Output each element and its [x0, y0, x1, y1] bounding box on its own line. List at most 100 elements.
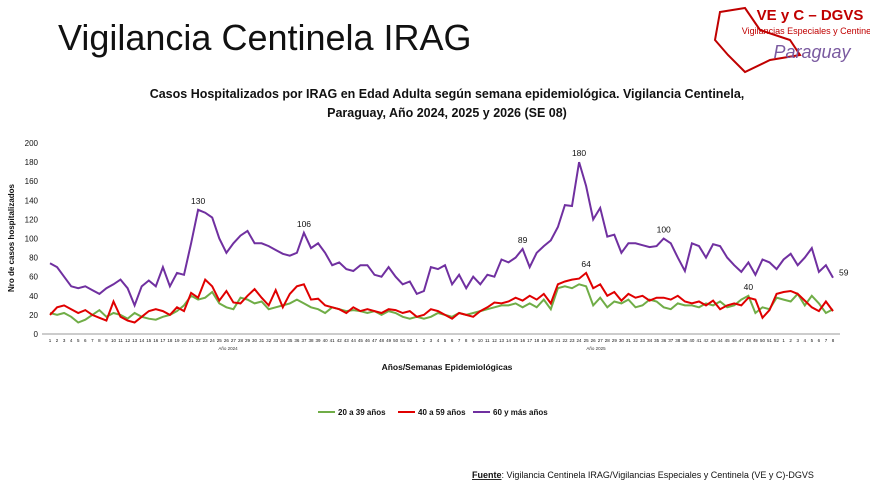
data-label: 130 — [191, 196, 205, 206]
x-tick-label: 2 — [56, 338, 59, 343]
x-tick-label: 38 — [675, 338, 681, 343]
x-tick-label: 12 — [492, 338, 498, 343]
data-label: 180 — [572, 148, 586, 158]
x-tick-label: 29 — [612, 338, 618, 343]
x-tick-label: 3 — [430, 338, 433, 343]
source-label: Fuente — [472, 470, 502, 480]
logo-subtitle: Vigilancias Especiales y Centinela — [742, 26, 870, 36]
x-tick-label: 47 — [739, 338, 745, 343]
x-tick-label: 9 — [472, 338, 475, 343]
y-tick-label: 20 — [29, 311, 38, 320]
x-tick-label: 5 — [77, 338, 80, 343]
x-tick-label: 47 — [372, 338, 378, 343]
x-tick-label: 35 — [654, 338, 660, 343]
data-label: 106 — [297, 219, 311, 229]
x-tick-label: 41 — [696, 338, 702, 343]
x-tick-label: 45 — [725, 338, 731, 343]
x-tick-label: 25 — [584, 338, 590, 343]
x-tick-label: 49 — [753, 338, 759, 343]
legend-label: 40 a 59 años — [418, 408, 466, 417]
x-tick-label: 21 — [189, 338, 195, 343]
x-tick-label: 44 — [351, 338, 357, 343]
year-label: Año 2025 — [586, 346, 606, 351]
x-tick-label: 41 — [330, 338, 336, 343]
x-tick-label: 17 — [527, 338, 533, 343]
x-tick-label: 27 — [598, 338, 604, 343]
legend-label: 20 a 39 años — [338, 408, 386, 417]
x-tick-label: 14 — [139, 338, 145, 343]
x-tick-label: 11 — [485, 338, 490, 343]
x-tick-label: 20 — [548, 338, 554, 343]
x-tick-label: 51 — [767, 338, 773, 343]
x-tick-label: 14 — [506, 338, 512, 343]
x-tick-label: 33 — [640, 338, 646, 343]
x-tick-label: 2 — [423, 338, 426, 343]
x-tick-label: 34 — [647, 338, 653, 343]
x-tick-label: 49 — [386, 338, 392, 343]
x-tick-label: 6 — [451, 338, 454, 343]
x-tick-label: 42 — [337, 338, 343, 343]
x-tick-label: 28 — [238, 338, 244, 343]
x-tick-label: 39 — [316, 338, 322, 343]
x-tick-label: 34 — [280, 338, 286, 343]
series-line — [49, 161, 834, 309]
x-tick-label: 24 — [210, 338, 216, 343]
y-tick-label: 40 — [29, 292, 38, 301]
x-tick-label: 12 — [125, 338, 131, 343]
x-axis-label: Años/Semanas Epidemiológicas — [382, 362, 513, 372]
data-label: 59 — [839, 268, 849, 278]
x-tick-label: 35 — [287, 338, 293, 343]
x-tick-label: 5 — [811, 338, 814, 343]
x-tick-label: 24 — [577, 338, 583, 343]
x-tick-label: 11 — [118, 338, 123, 343]
legend-label: 60 y más años — [493, 408, 548, 417]
x-tick-label: 31 — [626, 338, 632, 343]
x-tick-label: 45 — [358, 338, 364, 343]
x-tick-label: 7 — [458, 338, 461, 343]
source-note: Fuente: Vigilancia Centinela IRAG/Vigila… — [472, 470, 814, 480]
x-tick-label: 25 — [217, 338, 223, 343]
x-tick-label: 37 — [301, 338, 307, 343]
logo-map — [713, 6, 802, 74]
x-tick-label: 52 — [407, 338, 413, 343]
data-label: 100 — [657, 225, 671, 235]
x-tick-label: 43 — [344, 338, 350, 343]
x-tick-label: 15 — [146, 338, 152, 343]
x-tick-label: 38 — [308, 338, 314, 343]
y-tick-label: 0 — [34, 330, 39, 339]
y-tick-label: 100 — [25, 235, 39, 244]
x-tick-label: 8 — [465, 338, 468, 343]
logo-title: VE y C – DGVS — [757, 7, 864, 24]
x-tick-label: 32 — [266, 338, 272, 343]
x-tick-label: 17 — [160, 338, 166, 343]
y-tick-label: 160 — [25, 177, 39, 186]
x-tick-label: 50 — [760, 338, 766, 343]
x-tick-label: 4 — [437, 338, 440, 343]
x-tick-label: 16 — [153, 338, 159, 343]
x-tick-label: 6 — [818, 338, 821, 343]
x-tick-label: 30 — [619, 338, 625, 343]
chart-subtitle: Paraguay, Año 2024, 2025 y 2026 (SE 08) — [327, 106, 567, 120]
x-tick-label: 52 — [774, 338, 780, 343]
x-tick-label: 7 — [825, 338, 828, 343]
x-tick-label: 13 — [132, 338, 138, 343]
x-tick-label: 3 — [796, 338, 799, 343]
x-tick-label: 31 — [259, 338, 265, 343]
x-tick-label: 23 — [569, 338, 575, 343]
x-tick-label: 48 — [746, 338, 752, 343]
y-tick-label: 180 — [25, 158, 39, 167]
x-tick-label: 3 — [63, 338, 66, 343]
x-tick-label: 46 — [732, 338, 738, 343]
x-tick-label: 1 — [49, 338, 52, 343]
x-tick-label: 10 — [478, 338, 484, 343]
x-tick-label: 15 — [513, 338, 519, 343]
x-tick-label: 39 — [682, 338, 688, 343]
x-tick-label: 30 — [252, 338, 258, 343]
x-tick-label: 27 — [231, 338, 237, 343]
x-tick-label: 6 — [84, 338, 87, 343]
x-tick-label: 29 — [245, 338, 251, 343]
x-tick-label: 19 — [174, 338, 180, 343]
x-tick-label: 5 — [444, 338, 447, 343]
